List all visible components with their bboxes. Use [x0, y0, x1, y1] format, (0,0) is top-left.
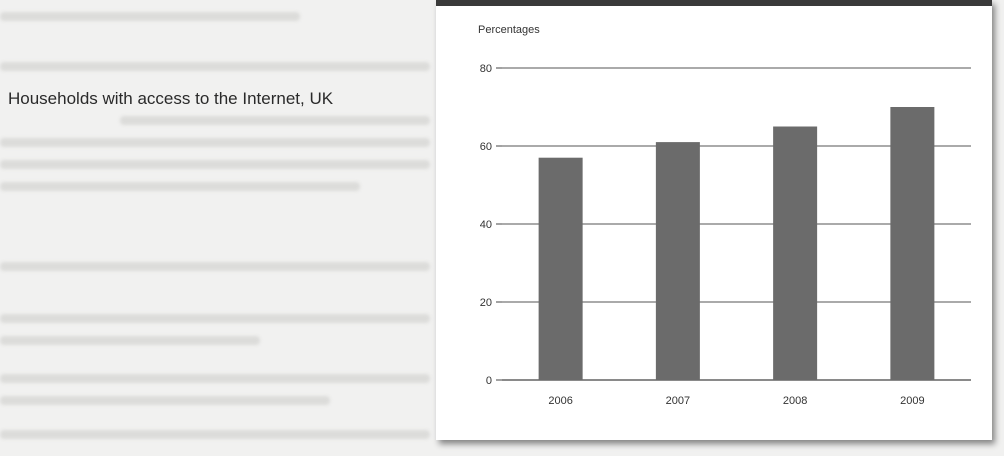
- bar-2006: [538, 157, 583, 380]
- x-tick-label: 2008: [783, 395, 807, 407]
- y-tick-label: 40: [480, 219, 492, 231]
- y-axis-label: Percentages: [478, 24, 540, 36]
- bar-chart: 0 20 40 60 80 2006 2007 2008 2009: [480, 63, 971, 407]
- bar-2008: [773, 126, 818, 380]
- bar-2009: [890, 107, 935, 380]
- chart-title: Households with access to the Internet, …: [8, 89, 334, 108]
- y-tick-label: 80: [480, 63, 492, 75]
- card-top-strip: [436, 0, 992, 6]
- x-tick-label: 2006: [548, 395, 572, 407]
- bar-2007: [655, 142, 700, 380]
- x-tick-label: 2009: [900, 395, 924, 407]
- y-tick-label: 60: [480, 141, 492, 153]
- x-tick-label: 2007: [666, 395, 690, 407]
- y-tick-label: 0: [486, 375, 492, 387]
- chart-card: Percentages 0 20 40 60 80 2006 2007 2008 2009: [436, 0, 992, 440]
- y-tick-label: 20: [480, 297, 492, 309]
